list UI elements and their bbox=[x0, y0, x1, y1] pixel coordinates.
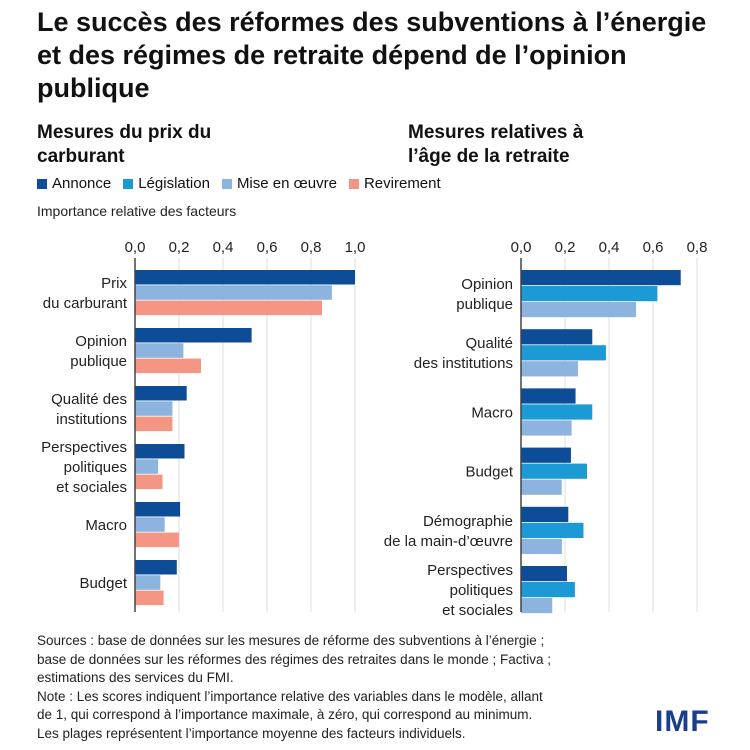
axis-label: Importance relative des facteurs bbox=[37, 203, 237, 219]
bar-annonce bbox=[135, 444, 185, 459]
legend-swatch bbox=[348, 178, 359, 189]
bar-mise-en-uvre bbox=[521, 598, 553, 614]
bar-annonce bbox=[135, 386, 187, 401]
legend: Annonce Législation Mise en œuvre Revire… bbox=[37, 175, 441, 192]
category-label: Perspectives politiques et sociales bbox=[427, 562, 513, 619]
bar-revirement bbox=[135, 300, 322, 316]
bar-mise-en-uvre bbox=[521, 302, 637, 318]
category-label: Macro bbox=[85, 517, 127, 534]
source-line: Sources : base de données sur les mesure… bbox=[37, 633, 545, 648]
tick-label: 0,6 bbox=[643, 239, 664, 256]
legend-swatch bbox=[123, 178, 134, 189]
bar-mise-en-uvre bbox=[135, 517, 165, 532]
tick-label: 0,0 bbox=[125, 239, 146, 256]
bar-annonce bbox=[135, 328, 252, 343]
bar-annonce bbox=[135, 502, 181, 517]
category-label: Qualité des institutions bbox=[51, 391, 127, 428]
legend-label: Revirement bbox=[363, 175, 441, 192]
bar-l-gislation bbox=[521, 582, 575, 598]
legend-label: Législation bbox=[138, 175, 210, 192]
category-label: Perspectives politiques et sociales bbox=[41, 439, 127, 496]
sources-note: Sources : base de données sur les mesure… bbox=[37, 632, 637, 743]
category-label: Démographie de la main-d’œuvre bbox=[384, 513, 513, 550]
bar-mise-en-uvre bbox=[521, 361, 578, 377]
legend-label: Mise en œuvre bbox=[236, 175, 337, 192]
note-line: de 1, qui correspond à l’importance maxi… bbox=[37, 707, 533, 722]
tick-label: 0,8 bbox=[687, 239, 708, 256]
category-label: Opinion publique bbox=[456, 276, 513, 313]
note-line: Les plages représentent l’importance moy… bbox=[37, 725, 466, 741]
bar-l-gislation bbox=[521, 345, 606, 361]
category-label: Macro bbox=[471, 404, 513, 421]
bar-mise-en-uvre bbox=[521, 538, 562, 554]
bar-annonce bbox=[521, 566, 567, 582]
bar-mise-en-uvre bbox=[521, 479, 562, 495]
tick-label: 0,8 bbox=[301, 239, 322, 256]
tick-label: 0,2 bbox=[169, 239, 190, 256]
legend-item: Annonce bbox=[37, 175, 111, 192]
legend-item: Mise en œuvre bbox=[221, 175, 337, 192]
category-label: Budget bbox=[79, 575, 127, 592]
bar-annonce bbox=[521, 388, 576, 404]
category-label: Qualité des institutions bbox=[414, 335, 513, 372]
bar-annonce bbox=[521, 270, 681, 286]
bar-annonce bbox=[521, 506, 569, 522]
bar-revirement bbox=[135, 358, 201, 374]
bar-l-gislation bbox=[521, 286, 658, 302]
imf-logo: IMF bbox=[655, 705, 710, 738]
tick-label: 0,2 bbox=[555, 239, 576, 256]
tick-label: 0,4 bbox=[599, 239, 620, 256]
legend-label: Annonce bbox=[52, 175, 112, 192]
page-title: Le succès des réformes des subventions à… bbox=[37, 7, 707, 103]
source-line: base de données sur les réformes des rég… bbox=[37, 651, 552, 667]
legend-swatch bbox=[221, 178, 232, 189]
bar-annonce bbox=[521, 329, 593, 345]
source-line: estimations des services du FMI. bbox=[37, 670, 234, 685]
category-label: Budget bbox=[465, 464, 513, 481]
bar-annonce bbox=[135, 560, 177, 575]
bar-revirement bbox=[135, 590, 164, 606]
bar-annonce bbox=[521, 447, 571, 463]
legend-item: Revirement bbox=[348, 175, 441, 192]
bar-mise-en-uvre bbox=[135, 285, 332, 300]
bar-mise-en-uvre bbox=[135, 401, 173, 416]
category-label: Opinion publique bbox=[70, 333, 127, 370]
bar-l-gislation bbox=[521, 522, 584, 538]
tick-label: 0,6 bbox=[257, 239, 278, 256]
legend-swatch bbox=[37, 178, 47, 189]
bar-l-gislation bbox=[521, 404, 593, 420]
bar-mise-en-uvre bbox=[135, 459, 159, 474]
bar-mise-en-uvre bbox=[135, 575, 161, 590]
bar-mise-en-uvre bbox=[135, 343, 184, 358]
bar-l-gislation bbox=[521, 463, 587, 479]
tick-label: 0,4 bbox=[213, 239, 234, 256]
bar-mise-en-uvre bbox=[521, 420, 572, 436]
note-line: Note : Les scores indiquent l’importance… bbox=[37, 688, 543, 704]
bar-annonce bbox=[135, 270, 355, 285]
category-label: Prix du carburant bbox=[43, 275, 128, 312]
tick-label: 0,0 bbox=[511, 239, 532, 256]
bar-revirement bbox=[135, 416, 173, 432]
tick-label: 1,0 bbox=[345, 239, 366, 256]
legend-item: Législation bbox=[123, 175, 210, 192]
right-chart-title: Mesures relatives à l’âge de la retraite bbox=[408, 122, 584, 167]
bar-revirement bbox=[135, 474, 163, 490]
bar-revirement bbox=[135, 532, 179, 548]
left-chart-title: Mesures du prix du carburant bbox=[37, 122, 212, 167]
